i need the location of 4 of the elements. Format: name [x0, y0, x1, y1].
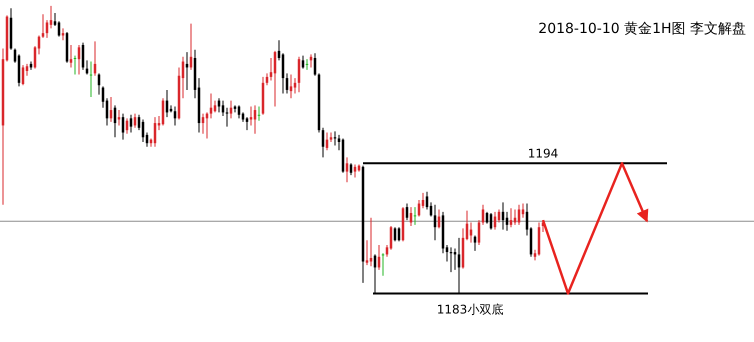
candlestick: [534, 249, 536, 261]
ref-line-label: 1194: [528, 146, 558, 160]
text: 2018-10-10 黄金1H图 李文解盘: [538, 21, 746, 37]
ref-line-label: 1183小双底: [436, 302, 504, 316]
